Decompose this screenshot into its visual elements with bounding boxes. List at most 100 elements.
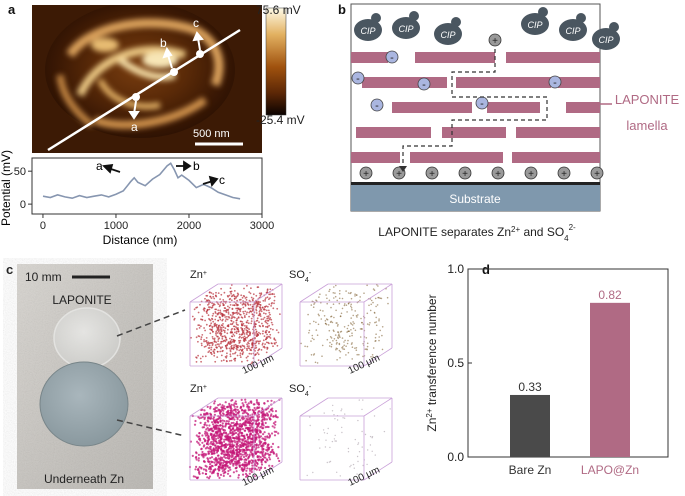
cloud-point bbox=[219, 318, 222, 321]
anion-icon bbox=[385, 50, 399, 64]
cloud-point bbox=[336, 341, 338, 344]
cloud-point bbox=[248, 467, 251, 470]
cloud-point bbox=[225, 356, 228, 359]
cloud-point bbox=[268, 336, 271, 338]
cloud-point bbox=[378, 339, 380, 342]
cloud-point bbox=[221, 422, 224, 425]
cloud-point bbox=[200, 336, 203, 339]
cloud-point bbox=[247, 456, 250, 459]
cloud-point bbox=[233, 432, 236, 435]
cloud-point bbox=[241, 469, 244, 472]
cloud-point bbox=[217, 417, 220, 420]
cloud-point bbox=[222, 461, 225, 465]
cloud-point bbox=[259, 332, 262, 335]
cloud-point bbox=[198, 327, 201, 329]
cloud-point bbox=[218, 316, 221, 318]
cloud-point bbox=[229, 417, 233, 420]
cloud-point bbox=[323, 432, 326, 434]
cloud-point bbox=[242, 351, 245, 353]
cloud-point bbox=[243, 295, 246, 298]
cloud-point bbox=[311, 334, 314, 337]
cloud-point bbox=[331, 440, 334, 443]
cloud-point bbox=[200, 344, 203, 347]
cloud-point bbox=[325, 294, 327, 296]
cloud-point bbox=[219, 464, 222, 467]
cloud-point bbox=[256, 406, 259, 409]
cloud-point bbox=[266, 459, 269, 462]
cloud-point bbox=[239, 348, 242, 351]
cation-icon bbox=[590, 166, 604, 180]
cloud-point bbox=[341, 426, 343, 429]
cloud-point bbox=[315, 329, 318, 331]
cloud-point bbox=[355, 347, 358, 349]
cloud-point bbox=[224, 327, 227, 330]
cloud-point bbox=[375, 324, 378, 327]
cloud-point bbox=[340, 330, 343, 333]
cloud-point bbox=[205, 294, 208, 297]
cloud-point bbox=[252, 308, 254, 311]
cloud-point bbox=[230, 421, 233, 425]
cloud-point bbox=[268, 303, 271, 306]
cloud-point bbox=[216, 449, 219, 453]
cube-scale-tl: 100 μm bbox=[241, 353, 276, 377]
cloud-point bbox=[212, 312, 215, 315]
cloud-point bbox=[215, 330, 218, 333]
cloud-point bbox=[272, 328, 274, 331]
cloud-point bbox=[227, 309, 229, 312]
cloud-point bbox=[309, 416, 311, 418]
cloud-point bbox=[357, 443, 359, 446]
cloud-point bbox=[263, 316, 266, 319]
cloud-point bbox=[242, 442, 246, 445]
cloud-point bbox=[248, 311, 251, 314]
cloud-point bbox=[222, 335, 224, 338]
cloud-point bbox=[216, 356, 219, 358]
cloud-point bbox=[236, 309, 239, 312]
cloud-point bbox=[200, 416, 203, 419]
cloud-point bbox=[231, 311, 234, 314]
cloud-point bbox=[327, 427, 329, 430]
cloud-point bbox=[389, 408, 391, 410]
cloud-point bbox=[351, 346, 354, 348]
cloud-point bbox=[213, 402, 216, 405]
cloud-point bbox=[208, 342, 211, 344]
cloud-point bbox=[232, 421, 235, 424]
laponite-disc bbox=[53, 307, 121, 369]
cloud-point bbox=[251, 467, 254, 470]
cloud-point bbox=[245, 433, 248, 436]
cloud-point bbox=[233, 452, 236, 455]
profile-axes: 0 1000 2000 3000 0 50 bbox=[14, 166, 274, 232]
cloud-point bbox=[239, 354, 242, 357]
cloud-point bbox=[339, 350, 342, 353]
cloud-point bbox=[228, 294, 231, 297]
cloud-point bbox=[214, 444, 217, 447]
cloud-point bbox=[208, 291, 211, 294]
cloud-point bbox=[248, 347, 251, 350]
cloud-point bbox=[358, 451, 361, 453]
cloud-point bbox=[209, 417, 212, 420]
cloud-point bbox=[191, 454, 194, 457]
cloud-point bbox=[234, 408, 237, 411]
cloud-point bbox=[335, 322, 338, 324]
cloud-point bbox=[268, 416, 271, 419]
cloud-point bbox=[354, 347, 356, 349]
cloud-point bbox=[214, 344, 217, 346]
cloud-point bbox=[259, 301, 261, 303]
cloud-point bbox=[273, 293, 275, 295]
cloud-point bbox=[254, 332, 256, 334]
cloud-point bbox=[264, 421, 267, 425]
cloud-point bbox=[227, 443, 230, 446]
cloud-point bbox=[219, 459, 222, 462]
cloud-point bbox=[234, 449, 237, 452]
cloud-point bbox=[195, 434, 198, 437]
cloud-point bbox=[229, 475, 232, 478]
cloud-point bbox=[353, 322, 355, 325]
panel-c-figure: 10 mm LAPONITE Underneath Zn Zn+ SO4- Zn… bbox=[17, 264, 393, 489]
cation-sign: + bbox=[462, 169, 468, 180]
cloud-point bbox=[266, 317, 269, 320]
cloud-point bbox=[247, 335, 250, 338]
cloud-point bbox=[224, 340, 227, 343]
cip-molecule: CIP bbox=[392, 11, 420, 39]
cloud-point bbox=[277, 331, 280, 334]
cloud-point bbox=[378, 336, 381, 338]
cloud-point bbox=[228, 435, 231, 438]
